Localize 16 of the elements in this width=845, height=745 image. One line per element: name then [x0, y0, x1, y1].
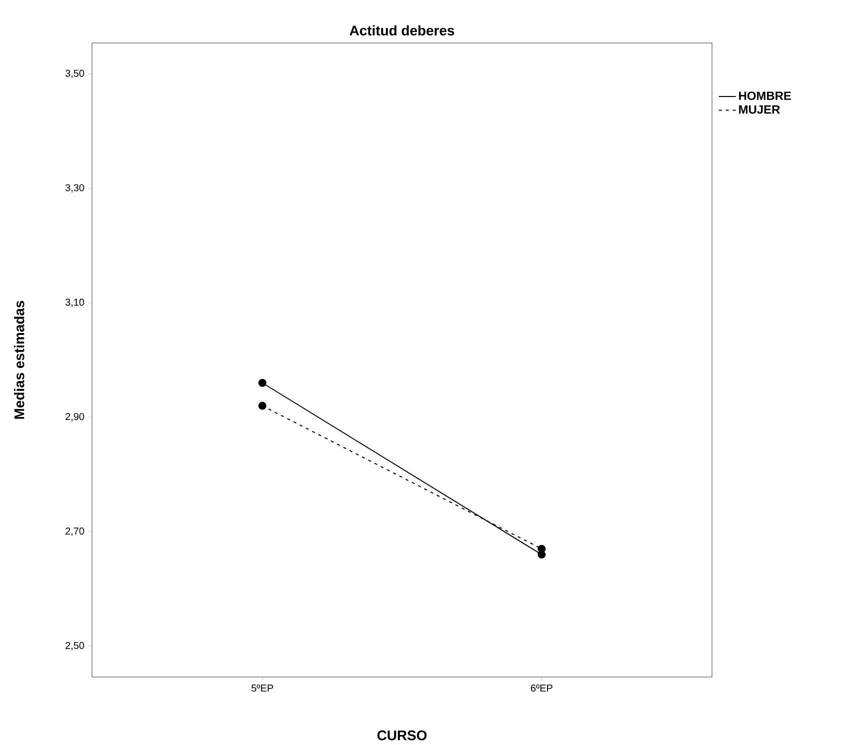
point	[258, 402, 266, 410]
point	[538, 544, 546, 553]
y-tick-label: 3,10	[65, 298, 84, 307]
y-tick-label: 3,50	[65, 70, 84, 78]
y-axis-title: Medias estimadas	[14, 300, 24, 419]
chart-title: Actitud deberes	[350, 25, 454, 36]
x-axis-title: CURSO	[377, 730, 427, 740]
y-tick-label: 3,30	[65, 184, 84, 192]
y-tick-label: 2,50	[66, 642, 84, 650]
y-tick-label: 2,90	[66, 413, 84, 422]
y-tick-label: 2,70	[66, 528, 84, 536]
x-tick-label: 5ºEP	[252, 684, 274, 692]
x-tick-label: 6ºEP	[530, 684, 552, 692]
legend-label: MUJER	[739, 105, 780, 114]
point	[258, 378, 266, 387]
legend-label: HOMBRE	[739, 92, 791, 100]
